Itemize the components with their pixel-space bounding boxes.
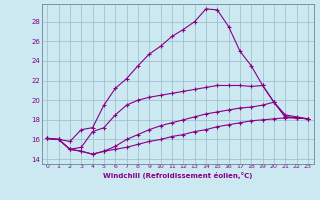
X-axis label: Windchill (Refroidissement éolien,°C): Windchill (Refroidissement éolien,°C): [103, 172, 252, 179]
